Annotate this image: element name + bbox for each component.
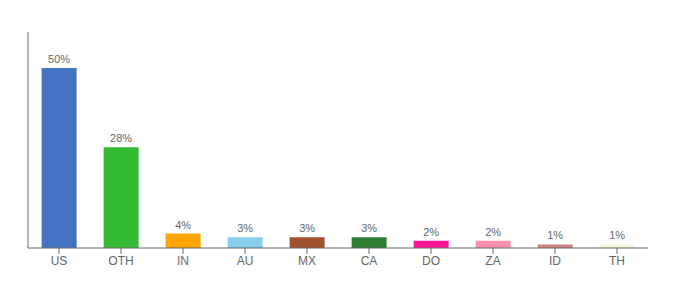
svg-text:OTH: OTH: [108, 254, 133, 268]
svg-text:TH: TH: [609, 254, 625, 268]
svg-text:AU: AU: [237, 254, 254, 268]
svg-text:2%: 2%: [485, 226, 501, 238]
svg-text:3%: 3%: [361, 222, 377, 234]
svg-text:4%: 4%: [175, 219, 191, 231]
svg-text:DO: DO: [422, 254, 440, 268]
svg-text:IN: IN: [177, 254, 189, 268]
svg-text:3%: 3%: [237, 222, 253, 234]
svg-text:ZA: ZA: [485, 254, 500, 268]
svg-text:ID: ID: [549, 254, 561, 268]
svg-text:1%: 1%: [609, 229, 625, 241]
svg-text:2%: 2%: [423, 226, 439, 238]
svg-text:3%: 3%: [299, 222, 315, 234]
svg-text:1%: 1%: [547, 229, 563, 241]
svg-text:US: US: [51, 254, 68, 268]
svg-text:MX: MX: [298, 254, 316, 268]
svg-text:CA: CA: [361, 254, 378, 268]
svg-text:50%: 50%: [48, 53, 70, 65]
svg-text:28%: 28%: [110, 132, 132, 144]
